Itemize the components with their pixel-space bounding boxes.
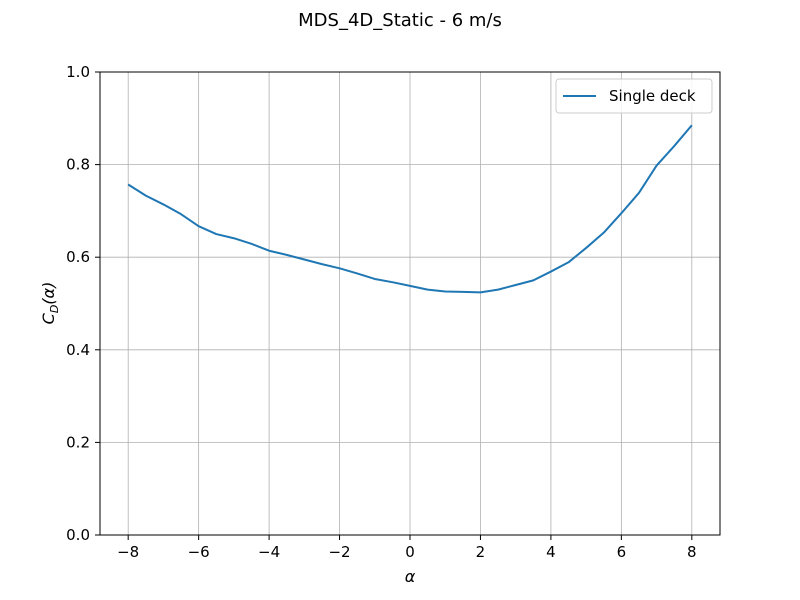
x-tick-label: 8 bbox=[687, 543, 697, 561]
y-tick-label: 0.2 bbox=[66, 433, 90, 451]
x-axis-label: α bbox=[405, 567, 416, 586]
x-tick-label: 6 bbox=[617, 543, 627, 561]
x-tick-label: −4 bbox=[258, 543, 280, 561]
y-tick-label: 0.8 bbox=[66, 156, 90, 174]
y-axis-label-main: C bbox=[39, 312, 58, 324]
grid bbox=[100, 71, 720, 536]
series-line bbox=[127, 124, 693, 294]
legend-box bbox=[555, 78, 713, 114]
legend-label: Single deck bbox=[609, 87, 696, 105]
chart-title: MDS_4D_Static - 6 m/s bbox=[298, 10, 502, 31]
legend: Single deck bbox=[555, 78, 713, 114]
y-tick-label: 0.6 bbox=[66, 248, 90, 266]
y-axis-label: CD(α) bbox=[39, 282, 61, 325]
x-tick-label: −2 bbox=[328, 543, 350, 561]
y-tick-label: 1.0 bbox=[66, 63, 90, 81]
y-tick-label: 0.4 bbox=[66, 341, 90, 359]
x-tick-label: 0 bbox=[405, 543, 415, 561]
x-tick-label: −8 bbox=[117, 543, 139, 561]
x-tick-label: −6 bbox=[188, 543, 210, 561]
ticks: −8 −6 −4 −2 0 2 4 6 8 0.0 0.2 0.4 0.6 0.8 1.0 bbox=[66, 63, 696, 561]
y-axis-label-arg: (α) bbox=[39, 282, 58, 305]
y-tick-label: 0.0 bbox=[66, 526, 90, 544]
y-axis-label-sub: D bbox=[48, 305, 61, 313]
line-layer bbox=[127, 124, 693, 294]
x-tick-label: 2 bbox=[476, 543, 486, 561]
x-tick-label: 4 bbox=[546, 543, 556, 561]
